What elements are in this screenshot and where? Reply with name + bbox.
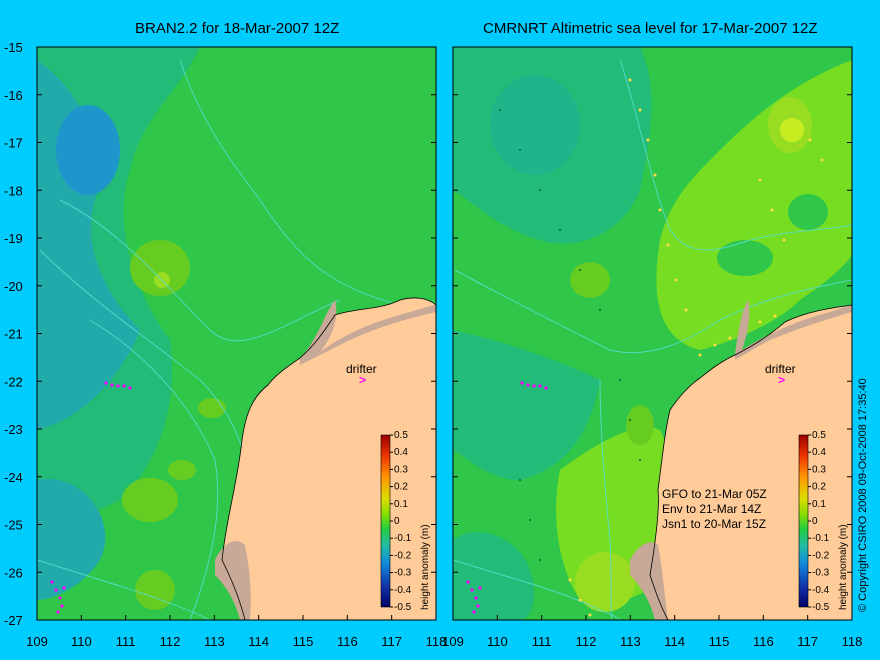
lower-anomaly-south bbox=[37, 478, 106, 600]
y-tick-label: -23 bbox=[4, 422, 23, 437]
coastal-shelf bbox=[735, 300, 852, 360]
y-tick-label: -24 bbox=[4, 470, 23, 485]
y-tick-label: -27 bbox=[4, 613, 23, 628]
right-drifter-label: drifter bbox=[765, 362, 796, 376]
colorbar-tick-label: 0.3 bbox=[394, 464, 408, 475]
colorbar-tick-label: -0.1 bbox=[394, 533, 412, 544]
low-anomaly-south bbox=[453, 531, 535, 620]
left-drifter-marker: > bbox=[359, 373, 366, 387]
colorbar-tick-label: 0 bbox=[394, 516, 400, 527]
left-drifter-label: drifter bbox=[346, 362, 377, 376]
low-eddy bbox=[490, 75, 580, 175]
left-colorbar bbox=[380, 434, 391, 608]
y-tick-label: -26 bbox=[4, 565, 23, 580]
colorbar-tick-label: -0.2 bbox=[394, 550, 412, 561]
colorbar-tick-label: -0.3 bbox=[394, 568, 412, 579]
y-tick-label: -25 bbox=[4, 518, 23, 533]
x-tick-label-right: 117 bbox=[797, 634, 818, 649]
high-eddy bbox=[135, 570, 175, 610]
high-eddy bbox=[626, 405, 654, 445]
high-eddy bbox=[575, 552, 635, 612]
deep-low-eddy bbox=[56, 105, 120, 195]
altimeter-tracks bbox=[568, 78, 824, 617]
high-eddy bbox=[130, 240, 190, 296]
drifter-track bbox=[466, 381, 548, 614]
y-tick-label: -20 bbox=[4, 279, 23, 294]
x-tick-label-left: 116 bbox=[337, 634, 358, 649]
y-tick-label: -15 bbox=[4, 40, 23, 55]
y-tick-label: -22 bbox=[4, 374, 23, 389]
colorbar-tick-label: 0.2 bbox=[812, 482, 826, 493]
y-tick-label: -21 bbox=[4, 327, 23, 342]
colorbar-tick-label: -0.3 bbox=[812, 568, 830, 579]
colorbar-tick-label: -0.4 bbox=[394, 585, 412, 596]
high-eddy bbox=[122, 478, 178, 522]
mission-note-env: Env to 21-Mar 14Z bbox=[662, 502, 761, 516]
x-tick-label-right: 116 bbox=[753, 634, 774, 649]
x-tick-label-right: 118 bbox=[842, 634, 863, 649]
coastal-shelf bbox=[215, 540, 251, 620]
right-colorbar bbox=[798, 434, 809, 608]
x-tick-label-right: 111 bbox=[532, 634, 552, 649]
left-colorbar-label: height anomaly (m) bbox=[420, 524, 431, 610]
x-tick-label-left: 115 bbox=[293, 634, 314, 649]
right-drifter-marker: > bbox=[778, 373, 785, 387]
colorbar-tick-label: 0.1 bbox=[812, 499, 826, 510]
altimeter-tracks bbox=[499, 109, 641, 561]
left-map bbox=[37, 47, 436, 620]
x-tick-label-left: 112 bbox=[160, 634, 181, 649]
x-tick-label-right: 113 bbox=[620, 634, 641, 649]
high-eddy bbox=[198, 398, 226, 418]
colorbar-tick-label: 0.1 bbox=[394, 499, 408, 510]
colorbar-tick-label: 0.3 bbox=[812, 464, 826, 475]
x-tick-label-left: 110 bbox=[71, 634, 92, 649]
colorbar-tick-label: -0.4 bbox=[812, 585, 830, 596]
high-eddy bbox=[168, 460, 196, 480]
right-map bbox=[453, 47, 852, 620]
mission-note-gfo: GFO to 21-Mar 05Z bbox=[662, 487, 767, 501]
left-panel-title: BRAN2.2 for 18-Mar-2007 12Z bbox=[135, 20, 340, 37]
low-eddy bbox=[788, 194, 828, 230]
copyright-text: © Copyright CSIRO 2008 09-Oct-2008 17:35… bbox=[857, 378, 869, 612]
x-tick-label-right: 112 bbox=[576, 634, 597, 649]
bathymetry-contours bbox=[453, 59, 852, 620]
colorbar-tick-label: 0.4 bbox=[812, 447, 826, 458]
x-tick-label-left: 118 bbox=[426, 634, 447, 649]
drifter-track bbox=[50, 381, 132, 614]
coastline bbox=[221, 297, 436, 620]
axis-ticks: -15-16-17-18-19-20-21-22-23-24-25-26-271… bbox=[4, 40, 862, 649]
x-tick-label-left: 111 bbox=[116, 634, 136, 649]
colorbar-tick-label: -0.5 bbox=[812, 602, 830, 613]
coastline bbox=[649, 304, 852, 620]
colorbar-tick-label: -0.1 bbox=[812, 533, 830, 544]
x-tick-label-right: 109 bbox=[442, 634, 464, 649]
coastal-shelf bbox=[630, 542, 668, 620]
x-tick-label-left: 117 bbox=[381, 634, 402, 649]
right-panel-title: CMRNRT Altimetric sea level for 17-Mar-2… bbox=[483, 20, 818, 37]
colorbar-tick-label: -0.2 bbox=[812, 550, 830, 561]
low-eddy bbox=[717, 240, 773, 276]
colorbar-tick-label: 0.4 bbox=[394, 447, 408, 458]
mission-note-jsn1: Jsn1 to 20-Mar 15Z bbox=[662, 517, 766, 531]
colorbar-tick-label: -0.5 bbox=[394, 602, 412, 613]
high-eddy bbox=[570, 262, 610, 298]
y-tick-label: -18 bbox=[4, 183, 23, 198]
colorbar-tick-label: 0.5 bbox=[812, 430, 826, 441]
x-tick-label-right: 115 bbox=[709, 634, 730, 649]
x-tick-label-right: 110 bbox=[487, 634, 508, 649]
x-tick-label-left: 109 bbox=[26, 634, 48, 649]
y-tick-label: -17 bbox=[4, 136, 23, 151]
colorbar-tick-label: 0.5 bbox=[394, 430, 408, 441]
low-anomaly-region bbox=[453, 330, 600, 480]
x-tick-label-right: 114 bbox=[664, 634, 685, 649]
x-tick-label-left: 113 bbox=[204, 634, 225, 649]
y-tick-label: -19 bbox=[4, 231, 23, 246]
right-colorbar-label: height anomaly (m) bbox=[838, 524, 849, 610]
high-eddy-core bbox=[780, 118, 804, 142]
x-tick-label-left: 114 bbox=[248, 634, 269, 649]
colorbar-tick-label: 0 bbox=[812, 516, 818, 527]
y-tick-label: -16 bbox=[4, 88, 23, 103]
colorbar-tick-label: 0.2 bbox=[394, 482, 408, 493]
